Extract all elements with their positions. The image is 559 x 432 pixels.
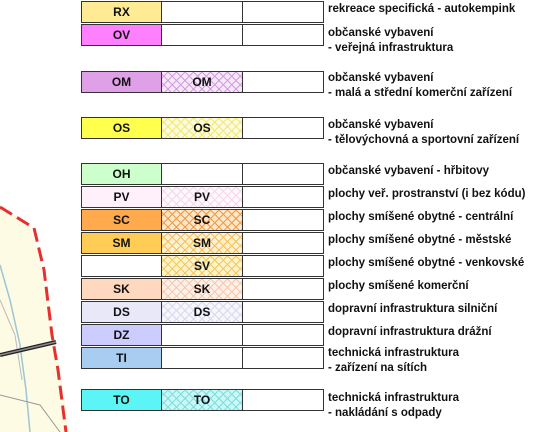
- legend-description: rekreace specifická - autokempink: [328, 2, 515, 17]
- legend-color-cell: DS: [81, 301, 162, 323]
- legend-hatch-cell: DS: [161, 301, 243, 323]
- legend-hatch-cell: OM: [161, 71, 243, 93]
- legend-empty-cell: [242, 71, 324, 93]
- legend-description-line: dopravní infrastruktura drážní: [328, 326, 492, 338]
- legend-empty-cell: [242, 278, 324, 300]
- legend-empty-cell: [242, 324, 324, 346]
- legend-empty-cell: [242, 1, 324, 23]
- map-rail-inner: [0, 341, 57, 356]
- legend-empty-cell: [242, 117, 324, 139]
- legend-color-cell: SK: [81, 278, 162, 300]
- legend-description-line: občanské vybavení: [328, 27, 434, 39]
- map-boundary-gray: [0, 394, 61, 432]
- legend-description: technická infrastruktura - nakládání s od…: [328, 391, 459, 421]
- map-road-2: [0, 299, 23, 381]
- legend-description-line: občanské vybavení: [328, 119, 434, 131]
- legend-description: občanské vybavení - hřbitovy: [328, 164, 489, 179]
- legend-description: občanské vybavení - veřejná infrastruktur…: [328, 26, 453, 56]
- legend-empty-cell: [242, 389, 324, 411]
- legend-description: občanské vybavení - malá a střední komerč…: [328, 71, 512, 101]
- legend-hatch-cell: [161, 324, 243, 346]
- legend-description-line: rekreace specifická - autokempink: [328, 3, 516, 15]
- legend-description-line: - nakládání s odpady: [328, 407, 442, 419]
- legend-description: plochy veř. prostranství (i bez kódu): [328, 187, 525, 202]
- legend-description-line: - malá a střední komerční zařízení: [328, 87, 513, 99]
- legend-description: plochy smíšené komerční: [328, 279, 469, 294]
- legend-empty-cell: [242, 24, 324, 46]
- legend-description-line: plochy smíšené obytné - městské: [328, 234, 512, 246]
- legend-empty-cell: [242, 301, 324, 323]
- legend-description: technická infrastruktura - zařízení na sí…: [328, 346, 459, 376]
- legend-description-line: plochy smíšené komerční: [328, 280, 469, 292]
- legend-color-cell: OV: [81, 24, 162, 46]
- legend-description-line: - zařízení na sítích: [328, 362, 428, 374]
- legend-description-line: dopravní infrastruktura silniční: [328, 303, 498, 315]
- legend-hatch-cell: [161, 1, 243, 23]
- legend-hatch-cell: SK: [161, 278, 243, 300]
- legend-hatch-cell: SC: [161, 209, 243, 231]
- legend-description-line: plochy veř. prostranství (i bez kódu): [328, 188, 526, 200]
- legend-description-line: technická infrastruktura: [328, 392, 460, 404]
- legend-description-line: plochy smíšené obytné - centrální: [328, 211, 514, 223]
- legend-description-line: - veřejná infrastruktura: [328, 42, 454, 54]
- legend-empty-cell: [242, 209, 324, 231]
- legend-color-cell: PV: [81, 186, 162, 208]
- legend-description-line: plochy smíšené obytné - venkovské: [328, 257, 525, 269]
- legend-description: občanské vybavení - tělovýchovná a sporto…: [328, 118, 519, 148]
- legend-empty-cell: [242, 186, 324, 208]
- map-fragment: [0, 205, 70, 432]
- legend-color-cell: OS: [81, 117, 162, 139]
- legend-empty-cell: [242, 232, 324, 254]
- legend-color-cell: OH: [81, 163, 162, 185]
- legend-color-cell: TO: [81, 389, 162, 411]
- legend-empty-cell: [242, 163, 324, 185]
- legend-empty-cell: [242, 347, 324, 369]
- legend-hatch-cell: [161, 24, 243, 46]
- legend-description: dopravní infrastruktura drážní: [328, 325, 492, 340]
- legend-hatch-cell: SM: [161, 232, 243, 254]
- legend-hatch-cell: TO: [161, 389, 243, 411]
- legend-description: dopravní infrastruktura silniční: [328, 302, 497, 317]
- map-road: [0, 264, 31, 432]
- legend-description: plochy smíšené obytné - centrální: [328, 210, 513, 225]
- legend-description-line: občanské vybavení: [328, 72, 434, 84]
- legend-color-cell: DZ: [81, 324, 162, 346]
- legend-description-line: technická infrastruktura: [328, 347, 460, 359]
- legend-hatch-cell: SV: [161, 255, 243, 277]
- legend-color-cell: TI: [81, 347, 162, 369]
- map-area: [0, 205, 70, 432]
- legend-hatch-cell: [161, 347, 243, 369]
- legend-color-cell: [81, 255, 162, 277]
- legend-hatch-cell: [161, 163, 243, 185]
- legend-description: plochy smíšené obytné - městské: [328, 233, 511, 248]
- legend-description-line: - tělovýchovná a sportovní zařízení: [328, 134, 520, 146]
- legend-description: plochy smíšené obytné - venkovské: [328, 256, 524, 271]
- legend-color-cell: OM: [81, 71, 162, 93]
- legend-color-cell: SM: [81, 232, 162, 254]
- legend-empty-cell: [242, 255, 324, 277]
- legend-hatch-cell: OS: [161, 117, 243, 139]
- legend-hatch-cell: PV: [161, 186, 243, 208]
- legend-color-cell: RX: [81, 1, 162, 23]
- legend-color-cell: SC: [81, 209, 162, 231]
- map-boundary-red: [0, 205, 68, 432]
- legend-description-line: občanské vybavení - hřbitovy: [328, 165, 490, 177]
